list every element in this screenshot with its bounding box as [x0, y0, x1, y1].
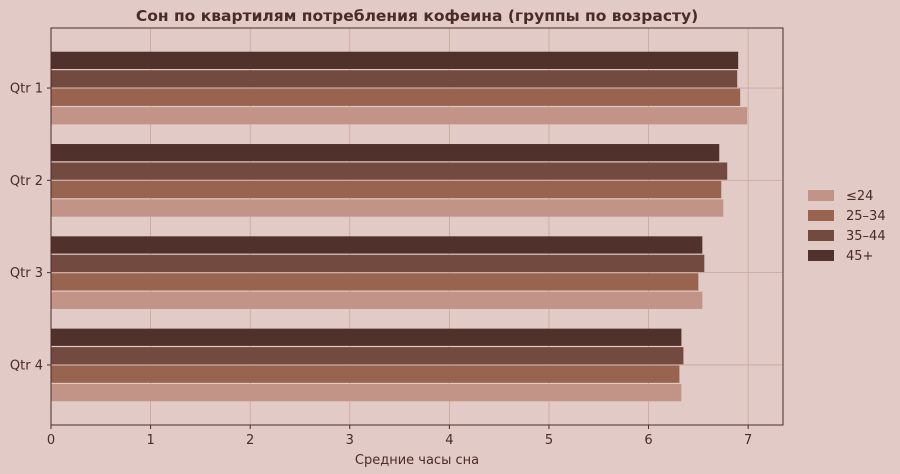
- bar: [51, 291, 703, 309]
- chart-title: Сон по квартилям потребления кофеина (гр…: [136, 7, 698, 25]
- bar: [51, 365, 680, 383]
- bars: [51, 51, 748, 402]
- legend-swatch: [808, 250, 834, 261]
- grid-lines: [50, 28, 783, 425]
- legend-swatch: [808, 190, 834, 201]
- x-tick-label: 5: [545, 433, 553, 448]
- x-tick-label: 7: [744, 433, 752, 448]
- y-tick-label: Qtr 3: [10, 266, 43, 281]
- x-tick-label: 0: [47, 433, 55, 448]
- legend-swatch: [808, 210, 834, 221]
- bar: [51, 236, 703, 254]
- legend-label: ≤24: [846, 189, 873, 204]
- x-tick-label: 1: [146, 433, 154, 448]
- y-tick-label: Qtr 1: [10, 82, 43, 97]
- bar: [51, 70, 738, 88]
- x-axis-ticks: 0 1 2 3 4 5 6 7: [47, 425, 752, 448]
- bar: [51, 107, 748, 125]
- bar: [51, 88, 741, 106]
- bar: [51, 254, 705, 273]
- bar: [51, 328, 682, 346]
- y-tick-label: Qtr 2: [10, 174, 43, 189]
- y-axis-ticks: Qtr 1 Qtr 2 Qtr 3 Qtr 4: [10, 82, 51, 373]
- plot-frame: [50, 27, 784, 426]
- bar: [51, 180, 722, 199]
- x-tick-label: 2: [246, 433, 254, 448]
- x-tick-label: 4: [445, 433, 453, 448]
- bar: [51, 162, 728, 180]
- bar: [51, 199, 724, 217]
- bar: [51, 51, 739, 69]
- bar: [51, 273, 699, 291]
- bar: [51, 144, 720, 162]
- y-tick-label: Qtr 4: [10, 358, 43, 373]
- legend-label: 45+: [846, 249, 873, 264]
- x-tick-label: 3: [346, 433, 354, 448]
- legend: ≤24 25–34 35–44 45+: [808, 189, 886, 264]
- x-tick-label: 6: [644, 433, 652, 448]
- bar: [51, 384, 682, 402]
- legend-label: 25–34: [846, 209, 886, 224]
- bar: [51, 347, 684, 365]
- x-axis-label: Средние часы сна: [355, 453, 479, 468]
- legend-swatch: [808, 230, 834, 241]
- legend-label: 35–44: [846, 229, 886, 244]
